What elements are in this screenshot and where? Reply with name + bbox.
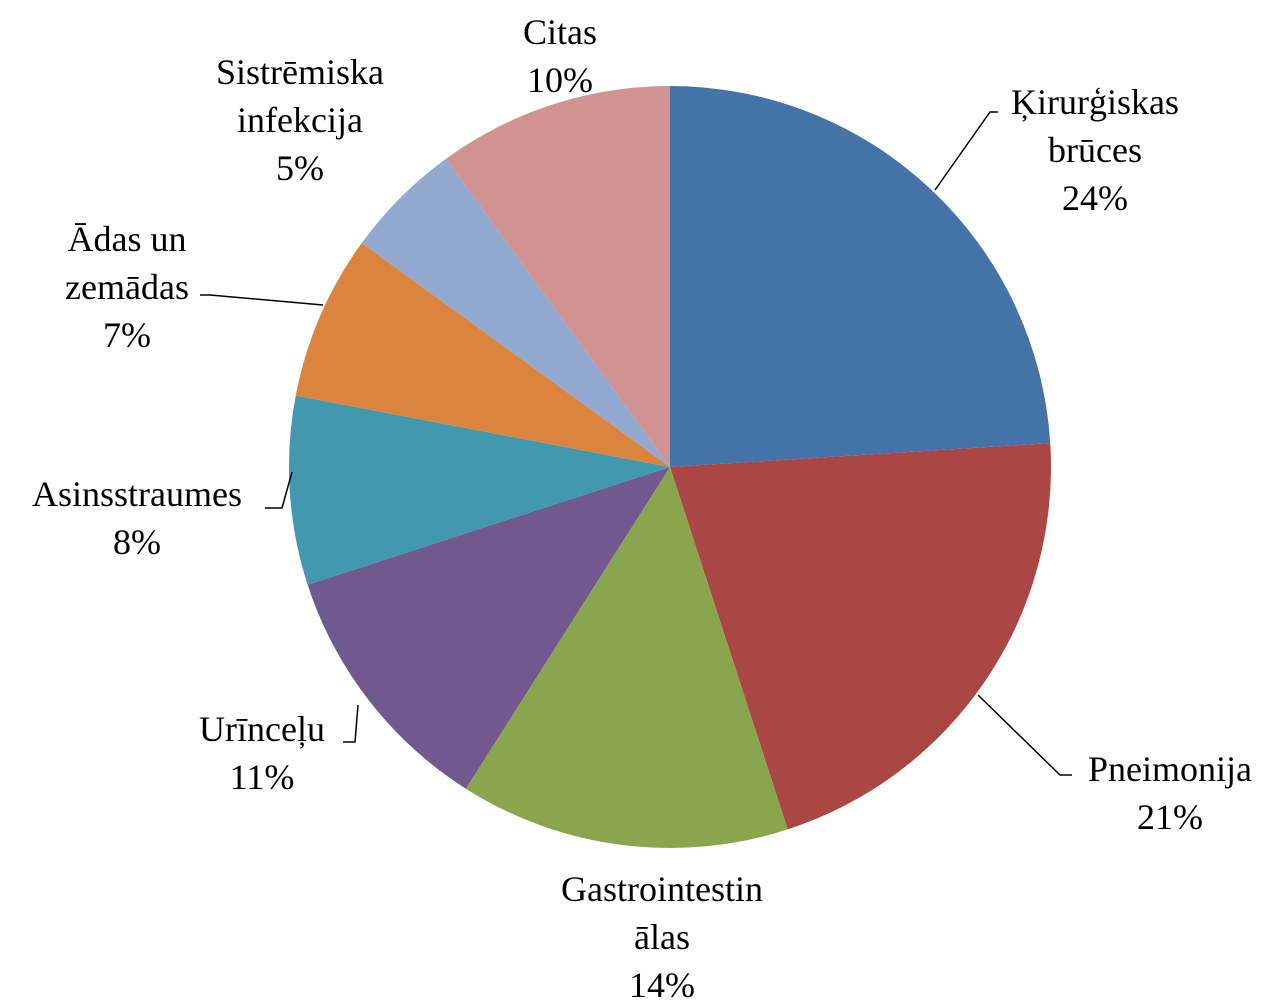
slice — [295, 243, 670, 467]
category-label: Sistrēmiska infekcija — [216, 52, 384, 140]
slice-label: Urīnceļu 11% — [199, 705, 325, 801]
slice-label: Sistrēmiska infekcija 5% — [216, 48, 384, 192]
value-label: 7% — [103, 315, 151, 355]
value-label: 10% — [526, 60, 593, 100]
category-label: Asinsstraumes — [32, 474, 242, 514]
slice-label: Gastrointestin ālas 14% — [561, 865, 763, 1000]
slice — [465, 467, 788, 848]
slice — [289, 395, 670, 585]
slice-label: Asinsstraumes 8% — [32, 470, 242, 566]
slice-label: Pneimonija 21% — [1088, 745, 1252, 841]
leader-line — [200, 294, 324, 306]
category-label: Urīnceļu — [199, 709, 325, 749]
slice — [361, 158, 670, 467]
category-label: Ķirurģiskas brūces — [1011, 82, 1179, 170]
slice-label: Citas 10% — [523, 8, 597, 104]
category-label: Pneimonija — [1088, 749, 1252, 789]
category-label: Citas — [522, 12, 598, 52]
slice — [446, 86, 670, 467]
value-label: 8% — [113, 522, 161, 562]
slice-label: Ādas un zemādas 7% — [65, 215, 189, 359]
value-label: 14% — [628, 965, 695, 1000]
value-label: 21% — [1137, 797, 1203, 837]
leader-line — [265, 471, 293, 509]
slice — [670, 86, 1051, 467]
category-label: Gastrointestin ālas — [561, 869, 763, 957]
value-label: 24% — [1061, 178, 1128, 218]
leader-line — [934, 111, 998, 191]
leader-line — [343, 704, 359, 743]
slice-label: Ķirurģiskas brūces 24% — [1011, 78, 1179, 222]
category-label: Ādas un zemādas — [65, 219, 189, 307]
value-label: 5% — [276, 148, 324, 188]
leader-line — [977, 694, 1072, 776]
slice — [670, 443, 1051, 830]
value-label: 11% — [229, 757, 295, 797]
slice — [307, 467, 670, 789]
